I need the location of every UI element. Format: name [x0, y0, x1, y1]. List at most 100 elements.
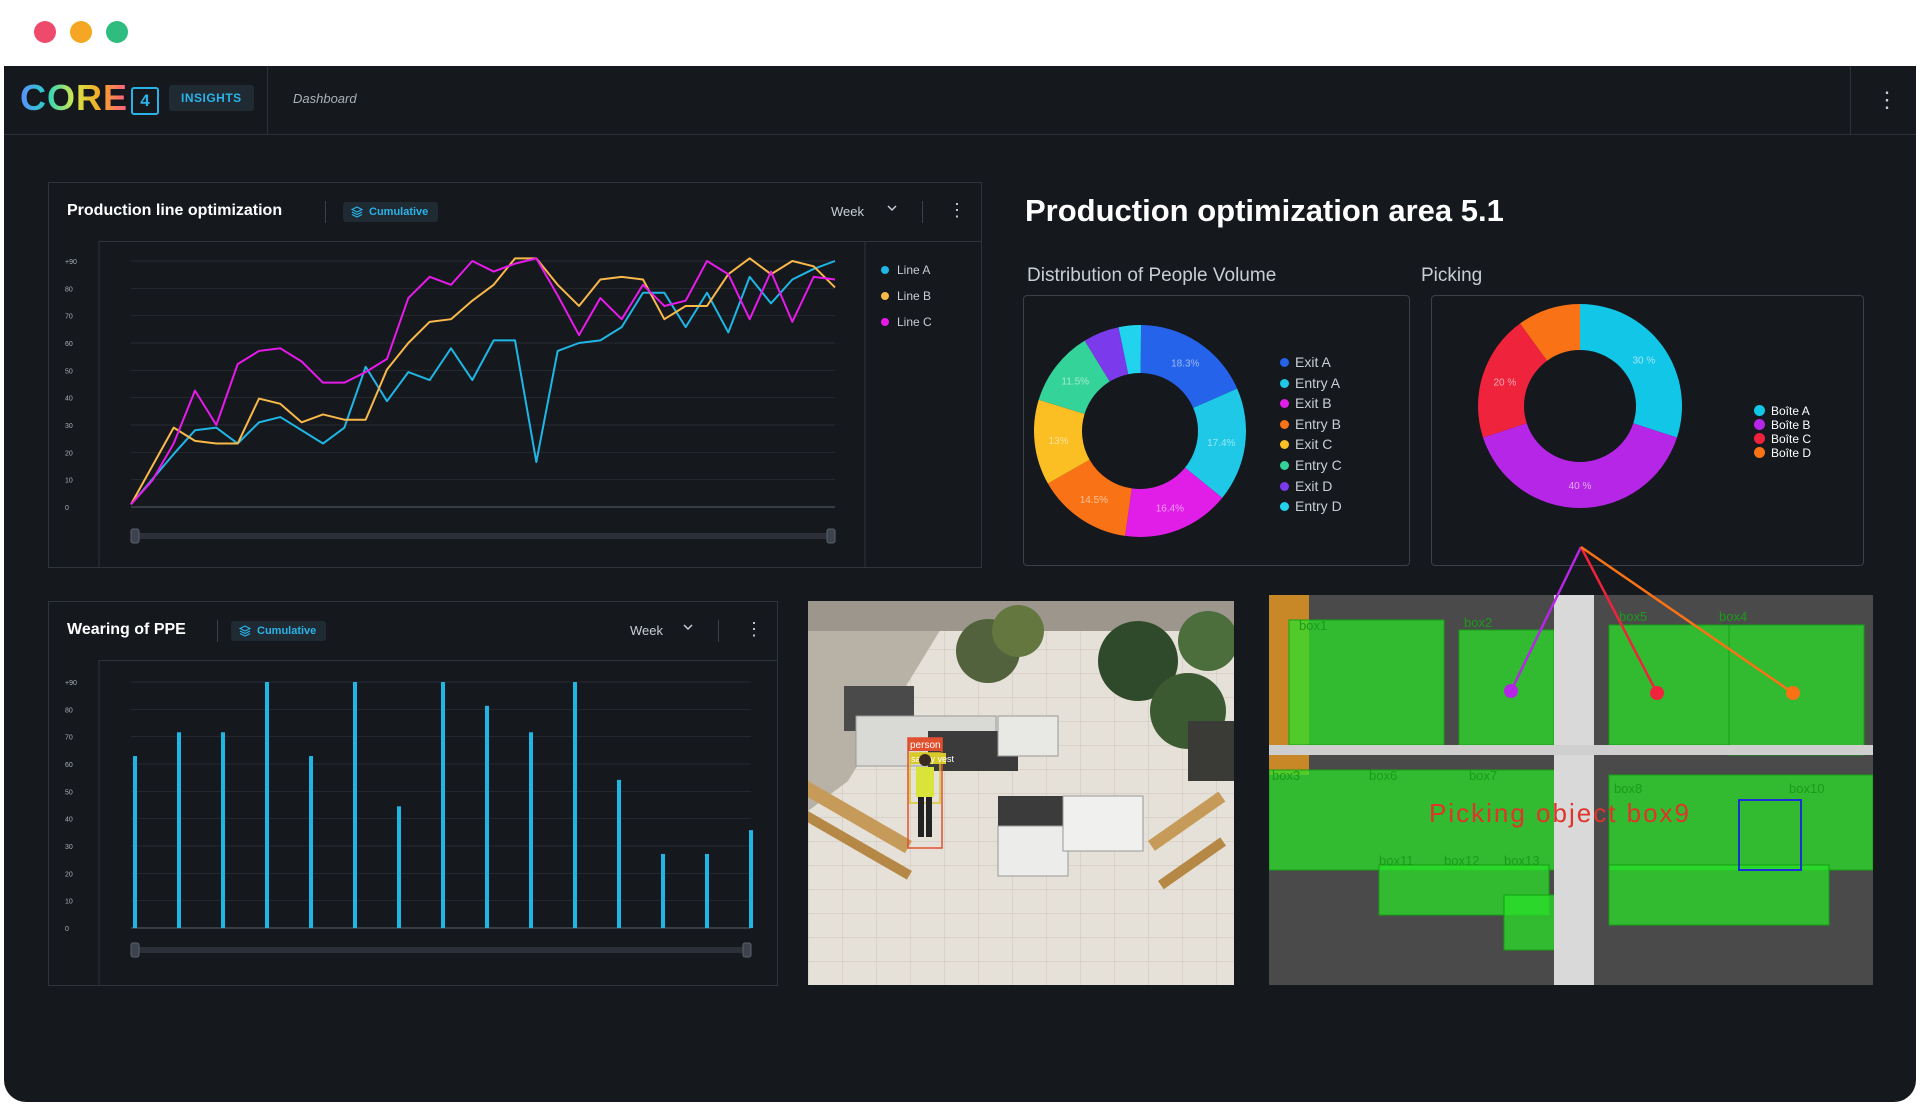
legend-item-boîte-b[interactable]: Boîte B	[1754, 418, 1810, 432]
legend-line-a[interactable]: Line A	[881, 263, 930, 277]
legend-item-boîte-a[interactable]: Boîte A	[1754, 404, 1810, 418]
box-label: box11	[1379, 853, 1413, 868]
bar	[485, 705, 489, 928]
y-tick-label: 10	[65, 478, 73, 485]
legend-swatch	[1754, 447, 1765, 458]
legend-swatch	[1280, 378, 1289, 388]
box-label: box10	[1789, 781, 1824, 796]
legend-label: Boîte B	[1771, 418, 1811, 432]
y-tick-label: 50	[65, 789, 73, 796]
legend-swatch	[1280, 358, 1289, 367]
legend-item-boîte-d[interactable]: Boîte D	[1754, 446, 1811, 460]
card-menu-icon[interactable]: ⋮	[745, 619, 763, 639]
slice-entry-c	[1038, 340, 1110, 414]
card-menu-icon[interactable]: ⋮	[948, 200, 966, 220]
legend-label: Exit D	[1295, 477, 1333, 494]
picking-card: 30 % 40 % 20 % Boîte A Boîte B Boîte C Boîte …	[1431, 295, 1864, 566]
bar-chart: +90 80 70 60 50 40 30 20 10 0	[49, 660, 753, 985]
camera-feed-picking[interactable]: box1 box2 box3 box4 box5 box6 box7 box8 …	[1269, 595, 1873, 985]
y-tick-label: 80	[65, 707, 73, 714]
legend-item-exit-c[interactable]: Exit C	[1280, 436, 1332, 452]
slice-entry-a	[1185, 388, 1246, 498]
y-tick-label: 70	[65, 314, 73, 321]
legend-label: Line C	[897, 315, 932, 329]
series-line-line-a	[130, 260, 836, 506]
legend-item-entry-d[interactable]: Entry D	[1280, 498, 1342, 514]
bar	[133, 756, 137, 928]
picking-overlay: Picking object box9	[1429, 798, 1691, 828]
y-tick-label: 40	[65, 396, 73, 403]
y-tick-label: 0	[65, 926, 69, 933]
slice-exit-a	[1140, 325, 1238, 408]
slice-value-label: 11.5%	[1061, 377, 1089, 388]
y-axis-panel	[49, 660, 99, 985]
distribution-title: Distribution of People Volume	[1027, 265, 1277, 286]
legend-swatch	[1754, 419, 1765, 430]
slice-entry-b	[1047, 459, 1132, 536]
box-label: box1	[1299, 618, 1327, 633]
cumulative-badge[interactable]: Cumulative	[343, 202, 439, 222]
legend-label: Exit A	[1295, 354, 1331, 370]
range-slider-handle	[130, 942, 140, 958]
range-slider-track	[131, 533, 835, 539]
y-tick-label: 10	[65, 899, 73, 906]
legend-swatch	[1754, 433, 1765, 444]
legend-item-entry-c[interactable]: Entry C	[1280, 457, 1342, 473]
window-minimize-button[interactable]	[70, 21, 92, 43]
y-tick-label: 20	[65, 871, 73, 878]
header-divider	[267, 66, 268, 134]
legend-label: Entry D	[1295, 498, 1342, 515]
legend-line-c[interactable]: Line C	[881, 315, 932, 329]
slice-exit-d	[1084, 327, 1129, 382]
breadcrumb[interactable]: Dashboard	[293, 91, 357, 106]
bar	[529, 732, 533, 928]
slice-value-label: 30 %	[1633, 356, 1656, 367]
period-select[interactable]: Week	[630, 623, 663, 638]
divider	[217, 620, 218, 642]
kebab-icon[interactable]: ⋮	[1876, 87, 1898, 112]
slice-value-label: 20 %	[1493, 378, 1516, 389]
detection-label: person	[910, 740, 941, 751]
y-tick-label: 30	[65, 423, 73, 430]
legend-swatch	[1280, 502, 1289, 512]
legend-line-b[interactable]: Line B	[881, 289, 931, 303]
legend-swatch	[1280, 419, 1289, 429]
cumulative-badge[interactable]: Cumulative	[231, 621, 327, 641]
module-badge[interactable]: INSIGHTS	[169, 85, 254, 111]
slice-entry-d	[1118, 325, 1142, 375]
slice-value-label: 40 %	[1569, 481, 1592, 492]
legend-item-exit-b[interactable]: Exit B	[1280, 395, 1332, 411]
top-bar: CORE 4 INSIGHTS Dashboard ⋮	[4, 66, 1916, 135]
slice-exit-c	[1034, 399, 1090, 484]
box-label: box2	[1464, 615, 1492, 630]
box-label: box13	[1504, 853, 1539, 868]
window-close-button[interactable]	[34, 21, 56, 43]
divider	[718, 620, 719, 642]
legend-item-boîte-c[interactable]: Boîte C	[1754, 432, 1811, 446]
window-maximize-button[interactable]	[106, 21, 128, 43]
app-window: CORE 4 INSIGHTS Dashboard ⋮ Production l…	[4, 66, 1916, 1102]
legend-item-exit-d[interactable]: Exit D	[1280, 478, 1332, 494]
bar	[397, 806, 401, 928]
legend-item-exit-a[interactable]: Exit A	[1280, 354, 1331, 370]
chevron-down-icon[interactable]	[681, 620, 695, 634]
legend-label: Boîte D	[1771, 446, 1812, 460]
logo[interactable]: CORE	[20, 77, 129, 118]
bar	[749, 830, 753, 928]
logo-version: 4	[131, 87, 159, 115]
slice-value-label: 16.4%	[1156, 503, 1184, 514]
bar	[353, 682, 357, 928]
camera-feed-person[interactable]: person safety vest	[808, 601, 1234, 985]
legend-swatch	[1754, 405, 1765, 416]
legend-item-entry-b[interactable]: Entry B	[1280, 416, 1341, 432]
period-select[interactable]: Week	[831, 204, 864, 219]
slice-exit-b	[1125, 467, 1223, 537]
legend-label: Boîte A	[1771, 404, 1810, 418]
ppe-card: Wearing of PPE Cumulative Week ⋮ +90 80 70…	[48, 601, 778, 986]
card-title: Wearing of PPE	[67, 621, 186, 638]
range-slider-track	[131, 947, 751, 953]
legend-item-entry-a[interactable]: Entry A	[1280, 375, 1340, 391]
chevron-down-icon[interactable]	[885, 201, 899, 215]
slice-boîte-b	[1482, 423, 1678, 508]
legend-label: Entry C	[1295, 457, 1342, 473]
